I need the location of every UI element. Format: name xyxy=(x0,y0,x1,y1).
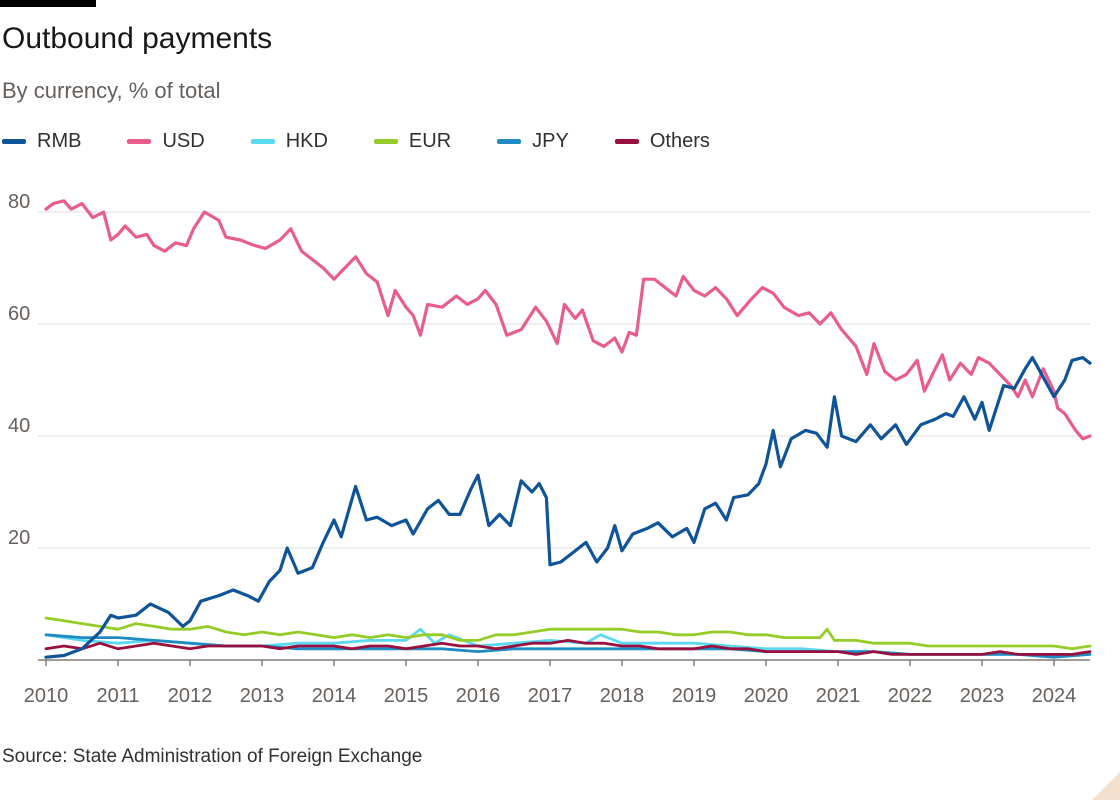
legend-label-others: Others xyxy=(649,129,710,152)
x-tick-label-2019: 2019 xyxy=(672,685,717,707)
y-tick-label-20: 20 xyxy=(8,527,30,549)
legend-swatch-jpy xyxy=(497,138,522,144)
x-tick-label-2021: 2021 xyxy=(816,685,861,707)
series-line-others xyxy=(44,639,1092,656)
series-line-usd xyxy=(44,199,1092,441)
chart-title: Outbound payments xyxy=(2,22,273,55)
brand-top-bar xyxy=(0,0,96,7)
corner-fold xyxy=(1092,772,1120,800)
x-tick-label-2020: 2020 xyxy=(744,685,789,707)
x-tick-label-2012: 2012 xyxy=(168,685,213,707)
series-line-eur xyxy=(44,616,1092,651)
legend-label-jpy: JPY xyxy=(532,129,569,152)
x-tick-label-2016: 2016 xyxy=(456,685,501,707)
legend-item-usd: USD xyxy=(127,129,205,153)
x-tick-label-2023: 2023 xyxy=(960,685,1005,707)
legend-label-usd: USD xyxy=(162,129,205,152)
legend-swatch-usd xyxy=(127,138,152,144)
legend-item-eur: EUR xyxy=(373,129,452,153)
legend-label-rmb: RMB xyxy=(37,129,82,152)
x-tick-label-2018: 2018 xyxy=(600,685,645,707)
y-tick-label-80: 80 xyxy=(8,191,30,213)
source-note: Source: State Administration of Foreign … xyxy=(2,746,423,767)
y-tick-label-60: 60 xyxy=(8,303,30,325)
legend-label-eur: EUR xyxy=(408,129,452,152)
chart-legend: RMB USD HKD EUR JPY Others xyxy=(2,128,756,154)
legend-swatch-hkd xyxy=(250,138,275,144)
gridlines xyxy=(38,211,1090,661)
x-axis: 2010 2011 2012 2013 2014 2015 2016 2017 2018 2019… xyxy=(24,660,1077,707)
legend-item-others: Others xyxy=(614,129,710,153)
x-tick-label-2015: 2015 xyxy=(384,685,429,707)
legend-swatch-others xyxy=(614,138,639,144)
x-tick-label-2010: 2010 xyxy=(24,685,69,707)
series-line-rmb xyxy=(44,356,1092,659)
series-lines xyxy=(44,199,1092,659)
x-tick-label-2011: 2011 xyxy=(96,685,139,707)
y-axis: 20 40 60 80 xyxy=(8,191,30,549)
legend-item-hkd: HKD xyxy=(250,129,328,153)
chart-subtitle: By currency, % of total xyxy=(2,78,221,103)
y-tick-label-40: 40 xyxy=(8,415,30,437)
legend-swatch-rmb xyxy=(2,138,26,144)
x-tick-label-2017: 2017 xyxy=(528,685,573,707)
legend-swatch-eur xyxy=(373,138,398,144)
legend-item-rmb: RMB xyxy=(2,130,81,153)
x-tick-label-2024: 2024 xyxy=(1032,685,1077,707)
x-tick-label-2013: 2013 xyxy=(240,685,285,707)
legend-item-jpy: JPY xyxy=(497,130,569,153)
x-tick-label-2014: 2014 xyxy=(312,685,357,707)
legend-label-hkd: HKD xyxy=(285,129,328,152)
x-tick-label-2022: 2022 xyxy=(888,685,933,707)
